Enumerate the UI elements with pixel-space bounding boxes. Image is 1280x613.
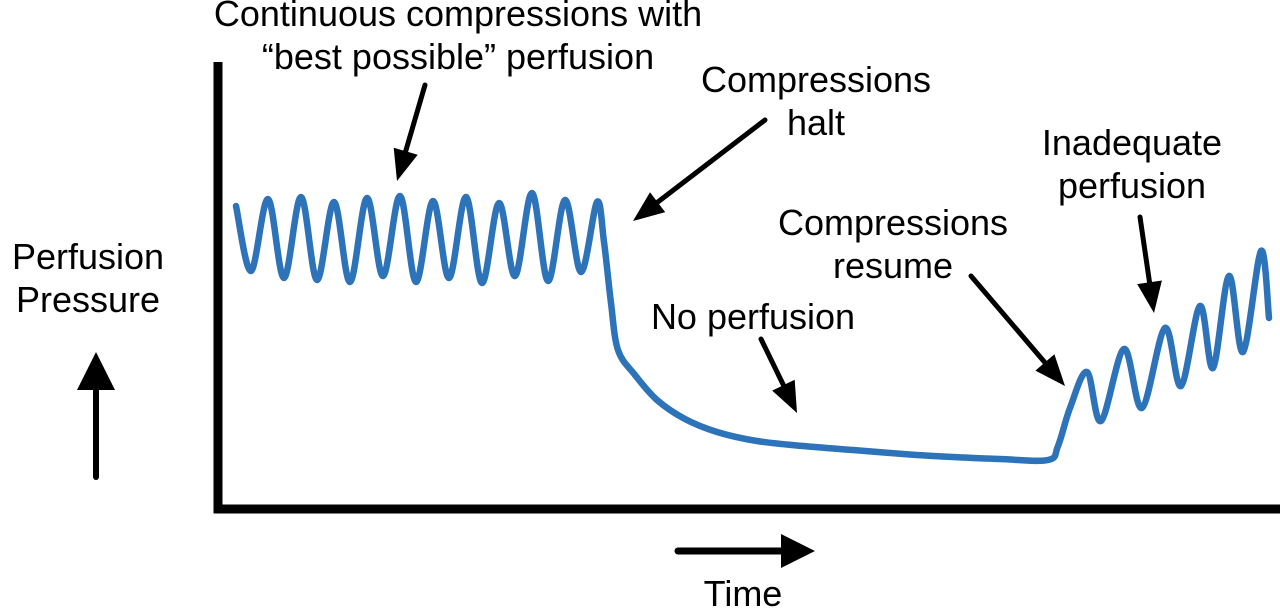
annotation-continuous-compressions: Continuous compressions with “best possi… — [213, 0, 703, 78]
annotation-compressions-halt: Compressions halt — [700, 59, 932, 144]
x-axis-label: Time — [703, 573, 783, 613]
annotation-arrow-inadequate-perfusion-head — [1137, 280, 1162, 313]
y-axis-direction-arrow-head — [77, 352, 115, 390]
annotation-arrow-compressions-halt-line — [652, 117, 768, 207]
annotation-arrow-no-perfusion-head — [772, 379, 797, 413]
annotation-arrow-no-perfusion-line — [758, 336, 788, 391]
annotation-arrow-compressions-halt-head — [633, 192, 666, 221]
perfusion-pressure-curve — [232, 189, 1273, 465]
annotation-arrow-compressions-resume-line — [968, 273, 1050, 368]
annotation-arrow-continuous-compressions-line — [402, 82, 428, 157]
x-axis-direction-arrow-head — [781, 534, 815, 568]
annotation-inadequate-perfusion: Inadequate perfusion — [1041, 122, 1223, 207]
y-axis-label: Perfusion Pressure — [11, 236, 165, 321]
annotation-compressions-resume: Compressions resume — [777, 202, 1009, 287]
annotation-arrow-continuous-compressions-head — [393, 147, 418, 181]
annotation-arrow-compressions-resume-head — [1035, 354, 1065, 386]
annotation-arrow-inadequate-perfusion-line — [1137, 214, 1153, 288]
annotation-no-perfusion: No perfusion — [650, 296, 856, 337]
